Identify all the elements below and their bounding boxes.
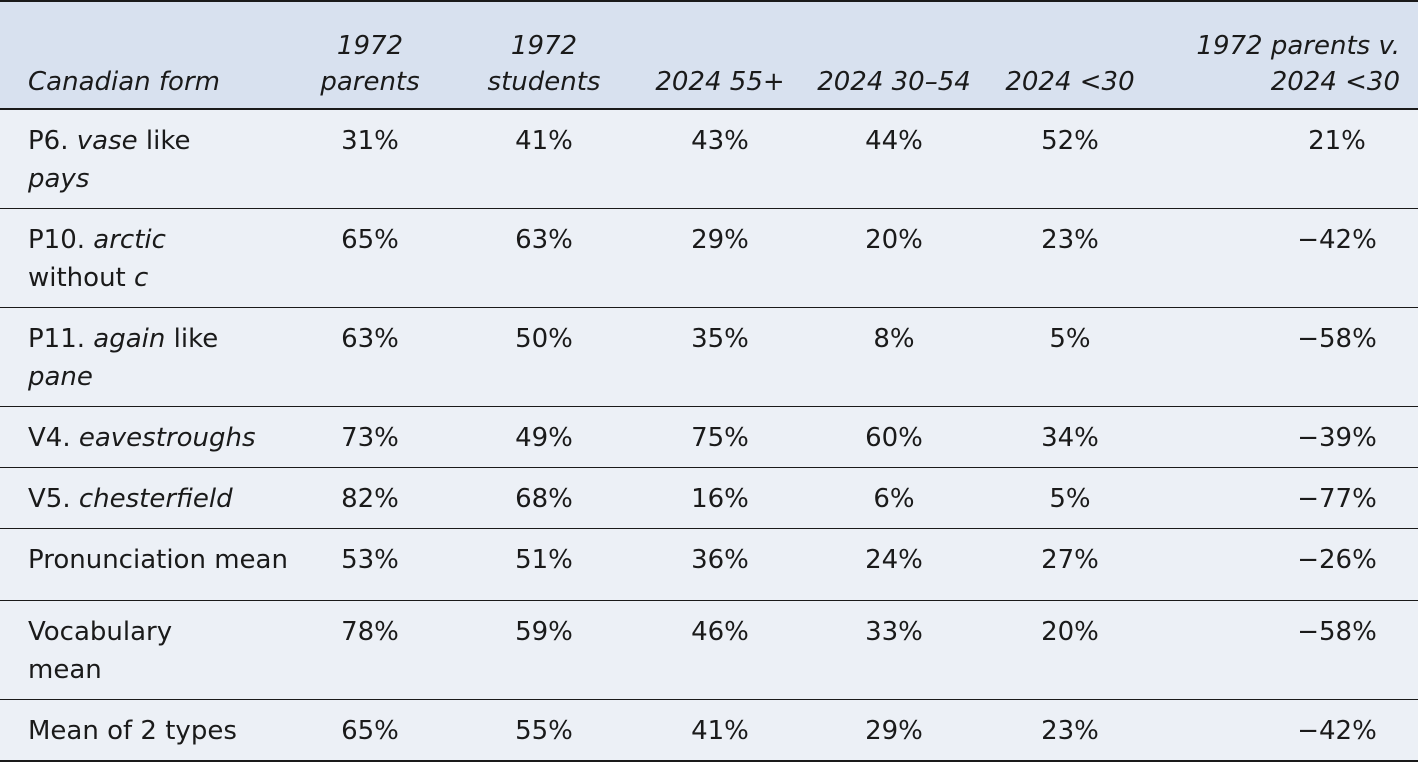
form-cell: Pronunciation mean	[28, 545, 288, 575]
value-cell: 63%	[341, 324, 399, 354]
value-cell: 24%	[865, 545, 923, 575]
value-cell: −77%	[1297, 484, 1377, 514]
value-cell: 33%	[865, 617, 923, 647]
form-cell: V5. chesterfield	[28, 484, 233, 514]
value-cell: 8%	[873, 324, 915, 354]
value-cell: −39%	[1297, 423, 1377, 453]
table-row: P11. again like pane 63% 50% 35% 8% 5% −5…	[0, 307, 1418, 407]
value-cell: 73%	[341, 423, 399, 453]
value-cell: 16%	[691, 484, 749, 514]
value-cell: −58%	[1297, 617, 1377, 647]
value-cell: 43%	[691, 126, 749, 156]
col-header-change: 1972 parents v. 2024 <30	[1156, 0, 1418, 110]
value-cell: −42%	[1297, 716, 1377, 746]
value-cell: 36%	[691, 545, 749, 575]
value-cell: 52%	[1041, 126, 1099, 156]
value-cell: 41%	[691, 716, 749, 746]
value-cell: 63%	[515, 225, 573, 255]
col-header-2024-30-54: 2024 30–54	[804, 0, 984, 110]
col-header-form: Canadian form	[0, 0, 288, 110]
value-cell: 35%	[691, 324, 749, 354]
value-cell: 51%	[515, 545, 573, 575]
value-cell: 23%	[1041, 716, 1099, 746]
value-cell: 65%	[341, 225, 399, 255]
value-cell: 44%	[865, 126, 923, 156]
table-row: P10. arctic without c 65% 63% 29% 20% 23%…	[0, 208, 1418, 308]
form-cell: P10. arctic without c	[28, 225, 166, 293]
value-cell: 23%	[1041, 225, 1099, 255]
table-row: Vocabulary mean 78% 59% 46% 33% 20% −58%	[0, 600, 1418, 700]
value-cell: 27%	[1041, 545, 1099, 575]
col-header-1972-parents: 1972 parents	[288, 0, 452, 110]
value-cell: 65%	[341, 716, 399, 746]
value-cell: 68%	[515, 484, 573, 514]
form-cell: Mean of 2 types	[28, 716, 237, 746]
table-row: V4. eavestroughs 73% 49% 75% 60% 34% −39…	[0, 406, 1418, 468]
table-row: Mean of 2 types 65% 55% 41% 29% 23% −42%	[0, 699, 1418, 761]
value-cell: 60%	[865, 423, 923, 453]
value-cell: 20%	[865, 225, 923, 255]
value-cell: −26%	[1297, 545, 1377, 575]
value-cell: 78%	[341, 617, 399, 647]
col-header-2024-under30: 2024 <30	[984, 0, 1156, 110]
value-cell: −58%	[1297, 324, 1377, 354]
value-cell: 34%	[1041, 423, 1099, 453]
value-cell: 31%	[341, 126, 399, 156]
value-cell: 5%	[1049, 324, 1091, 354]
table-row: Pronunciation mean 53% 51% 36% 24% 27% −…	[0, 528, 1418, 601]
value-cell: 50%	[515, 324, 573, 354]
value-cell: 59%	[515, 617, 573, 647]
header-row: Canadian form 1972 parents 1972 students…	[0, 0, 1418, 110]
value-cell: 21%	[1308, 126, 1366, 156]
form-cell: P11. again like pane	[28, 324, 219, 392]
value-cell: 29%	[865, 716, 923, 746]
value-cell: 5%	[1049, 484, 1091, 514]
table-row: P6. vase like pays 31% 41% 43% 44% 52% 21…	[0, 109, 1418, 209]
value-cell: 46%	[691, 617, 749, 647]
value-cell: 41%	[515, 126, 573, 156]
value-cell: 75%	[691, 423, 749, 453]
value-cell: 55%	[515, 716, 573, 746]
form-cell: P6. vase like pays	[28, 126, 191, 194]
value-cell: 6%	[873, 484, 915, 514]
form-cell: V4. eavestroughs	[28, 423, 256, 453]
value-cell: 29%	[691, 225, 749, 255]
col-header-1972-students: 1972 students	[452, 0, 636, 110]
col-header-2024-55plus: 2024 55+	[636, 0, 804, 110]
form-cell: Vocabulary mean	[28, 617, 173, 685]
value-cell: 53%	[341, 545, 399, 575]
table-row: V5. chesterfield 82% 68% 16% 6% 5% −77%	[0, 467, 1418, 529]
value-cell: 49%	[515, 423, 573, 453]
value-cell: 20%	[1041, 617, 1099, 647]
value-cell: 82%	[341, 484, 399, 514]
value-cell: −42%	[1297, 225, 1377, 255]
